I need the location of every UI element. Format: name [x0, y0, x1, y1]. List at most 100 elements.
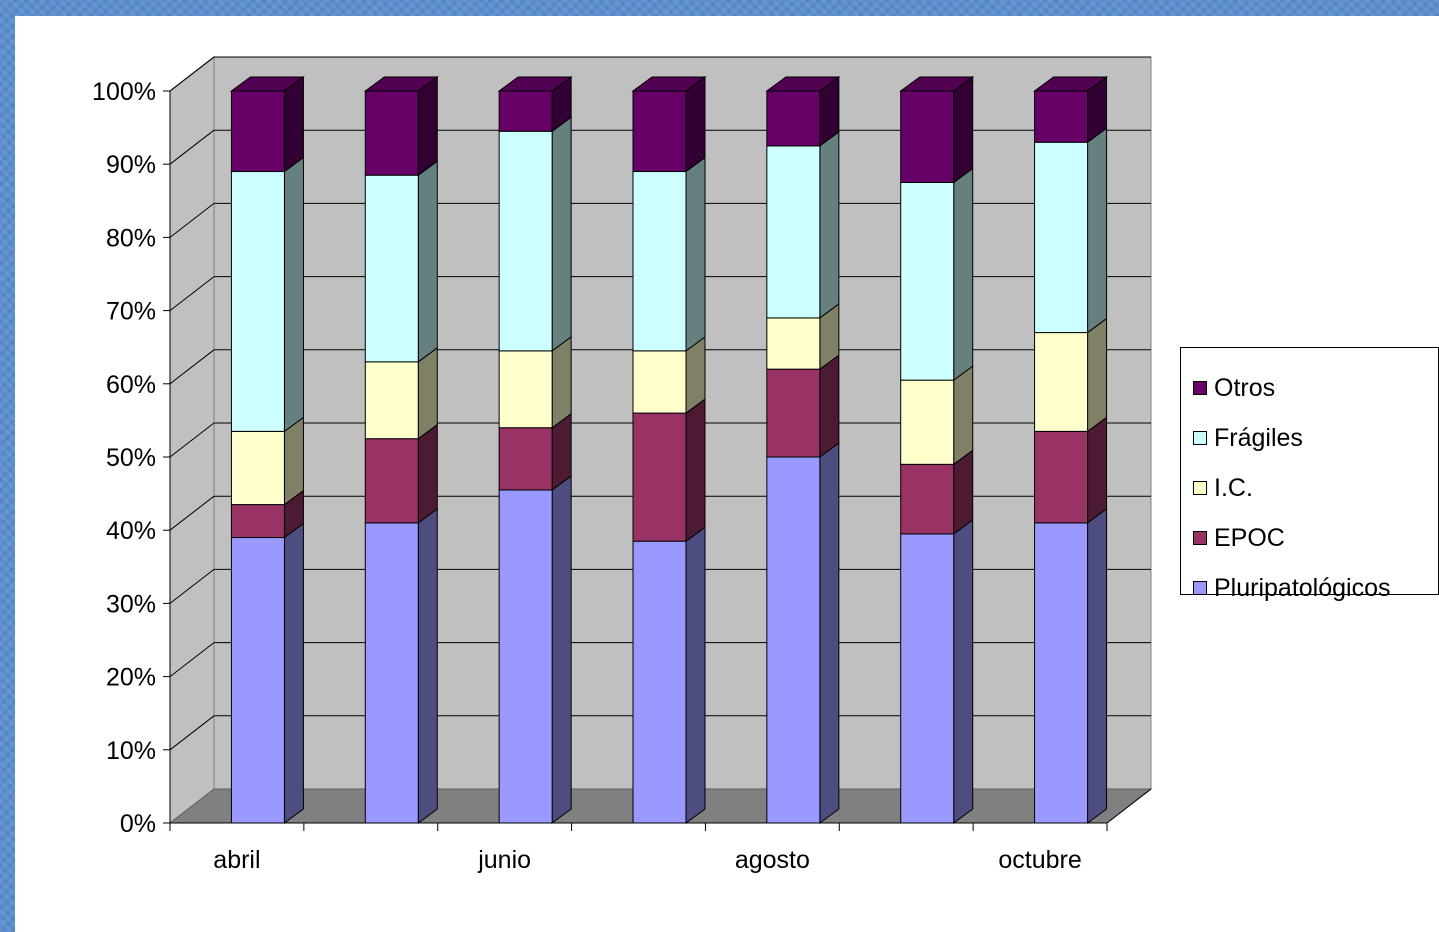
bar-segment-fr-giles — [632, 171, 687, 352]
y-tick-label: 20% — [106, 664, 156, 692]
x-tick-label: agosto — [735, 846, 810, 874]
bar-segment-fr-giles — [230, 171, 285, 432]
bar-segment-pluripatol-gicos — [230, 537, 285, 824]
gridline-side — [169, 642, 215, 677]
bar-top-otros — [363, 76, 439, 92]
bar-segment-otros — [364, 90, 419, 176]
gridline-side — [169, 495, 215, 531]
bar-side-epoc — [953, 449, 974, 535]
bar-segment-i-c- — [498, 350, 553, 429]
bar-top-otros — [631, 76, 707, 92]
bar-side-fr-giles — [551, 116, 572, 352]
bar-segment-otros — [498, 90, 553, 132]
bar-top-otros — [1033, 76, 1109, 92]
legend-item: Pluripatológicos — [1193, 573, 1391, 603]
bar-segment-epoc — [632, 412, 687, 542]
x-tick-label: junio — [477, 846, 531, 874]
legend-label: EPOC — [1214, 523, 1285, 552]
legend-swatch — [1193, 381, 1207, 395]
gridline-side — [169, 422, 215, 458]
bar-segment-i-c- — [632, 350, 687, 414]
y-tick-label: 10% — [106, 737, 156, 765]
bar-segment-pluripatol-gicos — [1034, 522, 1089, 824]
bar-side-otros — [685, 76, 706, 173]
x-tick-label: abril — [213, 846, 260, 874]
bar-segment-i-c- — [230, 430, 285, 506]
bar-segment-i-c- — [1034, 332, 1089, 432]
bar-side-otros — [283, 76, 304, 173]
legend-item: Frágiles — [1193, 423, 1303, 453]
bar-segment-otros — [900, 90, 955, 183]
bar-segment-fr-giles — [364, 174, 419, 363]
bar-segment-otros — [632, 90, 687, 173]
legend-swatch — [1193, 581, 1207, 595]
bar-segment-epoc — [1034, 430, 1089, 524]
bar-side-epoc — [819, 354, 840, 458]
bar-side-i-c- — [283, 416, 304, 506]
bar-segment-i-c- — [766, 317, 821, 370]
bar-top-otros — [229, 76, 305, 92]
gridline-side — [169, 203, 215, 238]
stacked-bar-chart: 0% 10% 20% 30% 40% 50% 60% 70% 80% 90% 100% abril ju… — [92, 55, 1153, 874]
legend-label: I.C. — [1214, 473, 1253, 502]
legend-label: Pluripatológicos — [1214, 573, 1391, 602]
y-tick-label: 70% — [106, 298, 156, 326]
y-tick-label: 30% — [106, 590, 156, 618]
bar-segment-i-c- — [364, 361, 419, 440]
bar-segment-epoc — [498, 427, 553, 491]
bar-side-fr-giles — [819, 130, 840, 319]
legend-swatch — [1193, 431, 1207, 445]
legend-item: I.C. — [1193, 473, 1253, 503]
y-tick-label: 100% — [92, 78, 156, 106]
chart-legend: Otros Frágiles I.C. EPOC Pluripatológicos — [1180, 347, 1439, 602]
bar-segment-pluripatol-gicos — [900, 533, 955, 824]
bar-top-otros — [765, 76, 841, 92]
bar-side-pluripatol-gicos — [953, 518, 974, 824]
bar-side-pluripatol-gicos — [551, 474, 572, 824]
bar-segment-fr-giles — [900, 182, 955, 381]
legend-swatch — [1193, 481, 1207, 495]
bar-side-fr-giles — [417, 160, 438, 363]
bar-side-i-c- — [953, 365, 974, 466]
bar-side-pluripatol-gicos — [417, 507, 438, 824]
bar-side-otros — [953, 76, 974, 184]
bar-segment-fr-giles — [498, 130, 553, 352]
bar-side-fr-giles — [1087, 127, 1108, 334]
bar-segment-epoc — [364, 438, 419, 524]
bar-segment-fr-giles — [766, 145, 821, 319]
bar-side-pluripatol-gicos — [1087, 507, 1108, 824]
y-tick-label: 0% — [120, 810, 156, 838]
bar-side-pluripatol-gicos — [819, 442, 840, 824]
bar-side-fr-giles — [953, 167, 974, 382]
chart-area: 0% 10% 20% 30% 40% 50% 60% 70% 80% 90% 100% abril ju… — [15, 16, 1439, 932]
gridline-side — [169, 349, 215, 385]
y-tick-label: 60% — [106, 371, 156, 399]
x-axis-side-edge — [1106, 788, 1152, 824]
gridline-side — [169, 129, 215, 165]
bar-segment-fr-giles — [1034, 141, 1089, 334]
bar-side-epoc — [1087, 416, 1108, 524]
y-tick-label: 40% — [106, 517, 156, 545]
bar-top-otros — [899, 76, 975, 92]
bar-side-fr-giles — [283, 156, 304, 433]
bar-side-i-c- — [1087, 317, 1108, 433]
bar-side-pluripatol-gicos — [685, 526, 706, 824]
bar-segment-epoc — [766, 368, 821, 458]
bar-side-otros — [417, 76, 438, 177]
bar-segment-otros — [766, 90, 821, 147]
legend-label: Frágiles — [1214, 423, 1303, 452]
bar-segment-pluripatol-gicos — [498, 489, 553, 824]
bar-segment-i-c- — [900, 379, 955, 465]
legend-item: Otros — [1193, 373, 1275, 403]
bar-side-i-c- — [551, 335, 572, 429]
bar-segment-pluripatol-gicos — [632, 540, 687, 824]
gridline-side — [169, 569, 215, 604]
bar-segment-pluripatol-gicos — [766, 456, 821, 824]
y-tick-label: 90% — [106, 151, 156, 179]
bar-side-fr-giles — [685, 156, 706, 352]
bar-segment-epoc — [900, 463, 955, 535]
bar-side-pluripatol-gicos — [283, 522, 304, 824]
y-axis-top-edge — [169, 56, 215, 92]
bar-segment-otros — [1034, 90, 1089, 143]
